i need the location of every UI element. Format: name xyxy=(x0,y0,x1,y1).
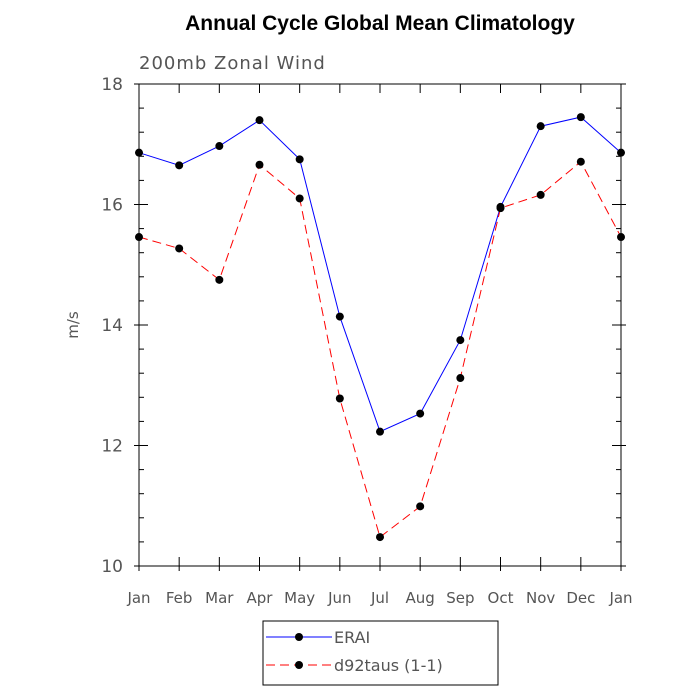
data-point-d92taus-1-1 xyxy=(576,157,585,166)
data-point-d92taus-1-1 xyxy=(255,160,264,169)
series-line-erai xyxy=(138,116,622,433)
data-point-d92taus-1-1 xyxy=(295,194,304,203)
series-line-d92taus-1-1 xyxy=(138,160,622,538)
data-point-erai xyxy=(376,427,384,436)
y-tick-label: 16 xyxy=(101,196,123,216)
data-point-d92taus-1-1 xyxy=(456,374,465,383)
data-point-d92taus-1-1 xyxy=(175,244,184,253)
legend-label-erai: ERAI xyxy=(334,628,370,647)
x-tick-label: Sep xyxy=(446,589,474,607)
chart-subtitle: 200mb Zonal Wind xyxy=(139,53,326,74)
data-point-d92taus-1-1 xyxy=(215,275,224,284)
data-point-erai xyxy=(295,155,304,164)
data-point-erai xyxy=(456,336,465,345)
series-layer xyxy=(135,113,625,542)
x-axis: Jan Feb Mar Apr May Jun Jul Aug Sep Oct Nov Dec Jan xyxy=(126,84,633,607)
x-tick-label: Mar xyxy=(205,589,234,607)
y-axis: 10 12 14 16 18 xyxy=(101,75,626,577)
plot-frame xyxy=(138,83,622,567)
x-tick-label: Oct xyxy=(488,589,514,607)
data-point-d92taus-1-1 xyxy=(135,233,143,242)
data-point-erai xyxy=(536,122,545,131)
x-tick-label: Nov xyxy=(526,589,555,607)
x-tick-label: May xyxy=(284,589,315,607)
data-point-d92taus-1-1 xyxy=(617,233,625,242)
data-point-erai xyxy=(255,116,264,125)
x-tick-label: Feb xyxy=(166,589,193,607)
x-tick-label: Jan xyxy=(608,589,632,607)
data-point-d92taus-1-1 xyxy=(536,190,545,199)
x-tick-label: Dec xyxy=(566,589,595,607)
y-axis-label: m/s xyxy=(64,311,82,339)
y-tick-label: 14 xyxy=(101,316,123,336)
y-tick-label: 12 xyxy=(101,437,123,457)
data-point-erai xyxy=(617,148,625,157)
data-point-d92taus-1-1 xyxy=(335,394,344,403)
data-point-d92taus-1-1 xyxy=(416,502,425,511)
y-tick-label: 18 xyxy=(101,75,123,95)
data-point-erai xyxy=(416,409,425,418)
legend-label-d92taus: d92taus (1-1) xyxy=(334,656,443,675)
y-tick-label: 10 xyxy=(101,557,123,577)
legend-marker-erai xyxy=(295,633,303,641)
data-point-erai xyxy=(135,148,143,157)
chart-title: Annual Cycle Global Mean Climatology xyxy=(185,12,575,35)
data-point-d92taus-1-1 xyxy=(376,533,384,542)
x-tick-label: Jun xyxy=(327,589,351,607)
x-tick-label: Jan xyxy=(126,589,150,607)
legend: ERAI d92taus (1-1) xyxy=(262,620,499,686)
x-tick-label: Jul xyxy=(370,589,389,607)
data-point-erai xyxy=(175,161,184,170)
legend-marker-d92taus xyxy=(295,661,303,669)
data-point-d92taus-1-1 xyxy=(496,204,505,213)
legend-box xyxy=(262,620,499,686)
data-point-erai xyxy=(335,312,344,321)
data-point-erai xyxy=(215,142,224,151)
data-point-erai xyxy=(576,113,585,122)
x-tick-label: Aug xyxy=(406,589,435,607)
x-tick-label: Apr xyxy=(247,589,274,607)
